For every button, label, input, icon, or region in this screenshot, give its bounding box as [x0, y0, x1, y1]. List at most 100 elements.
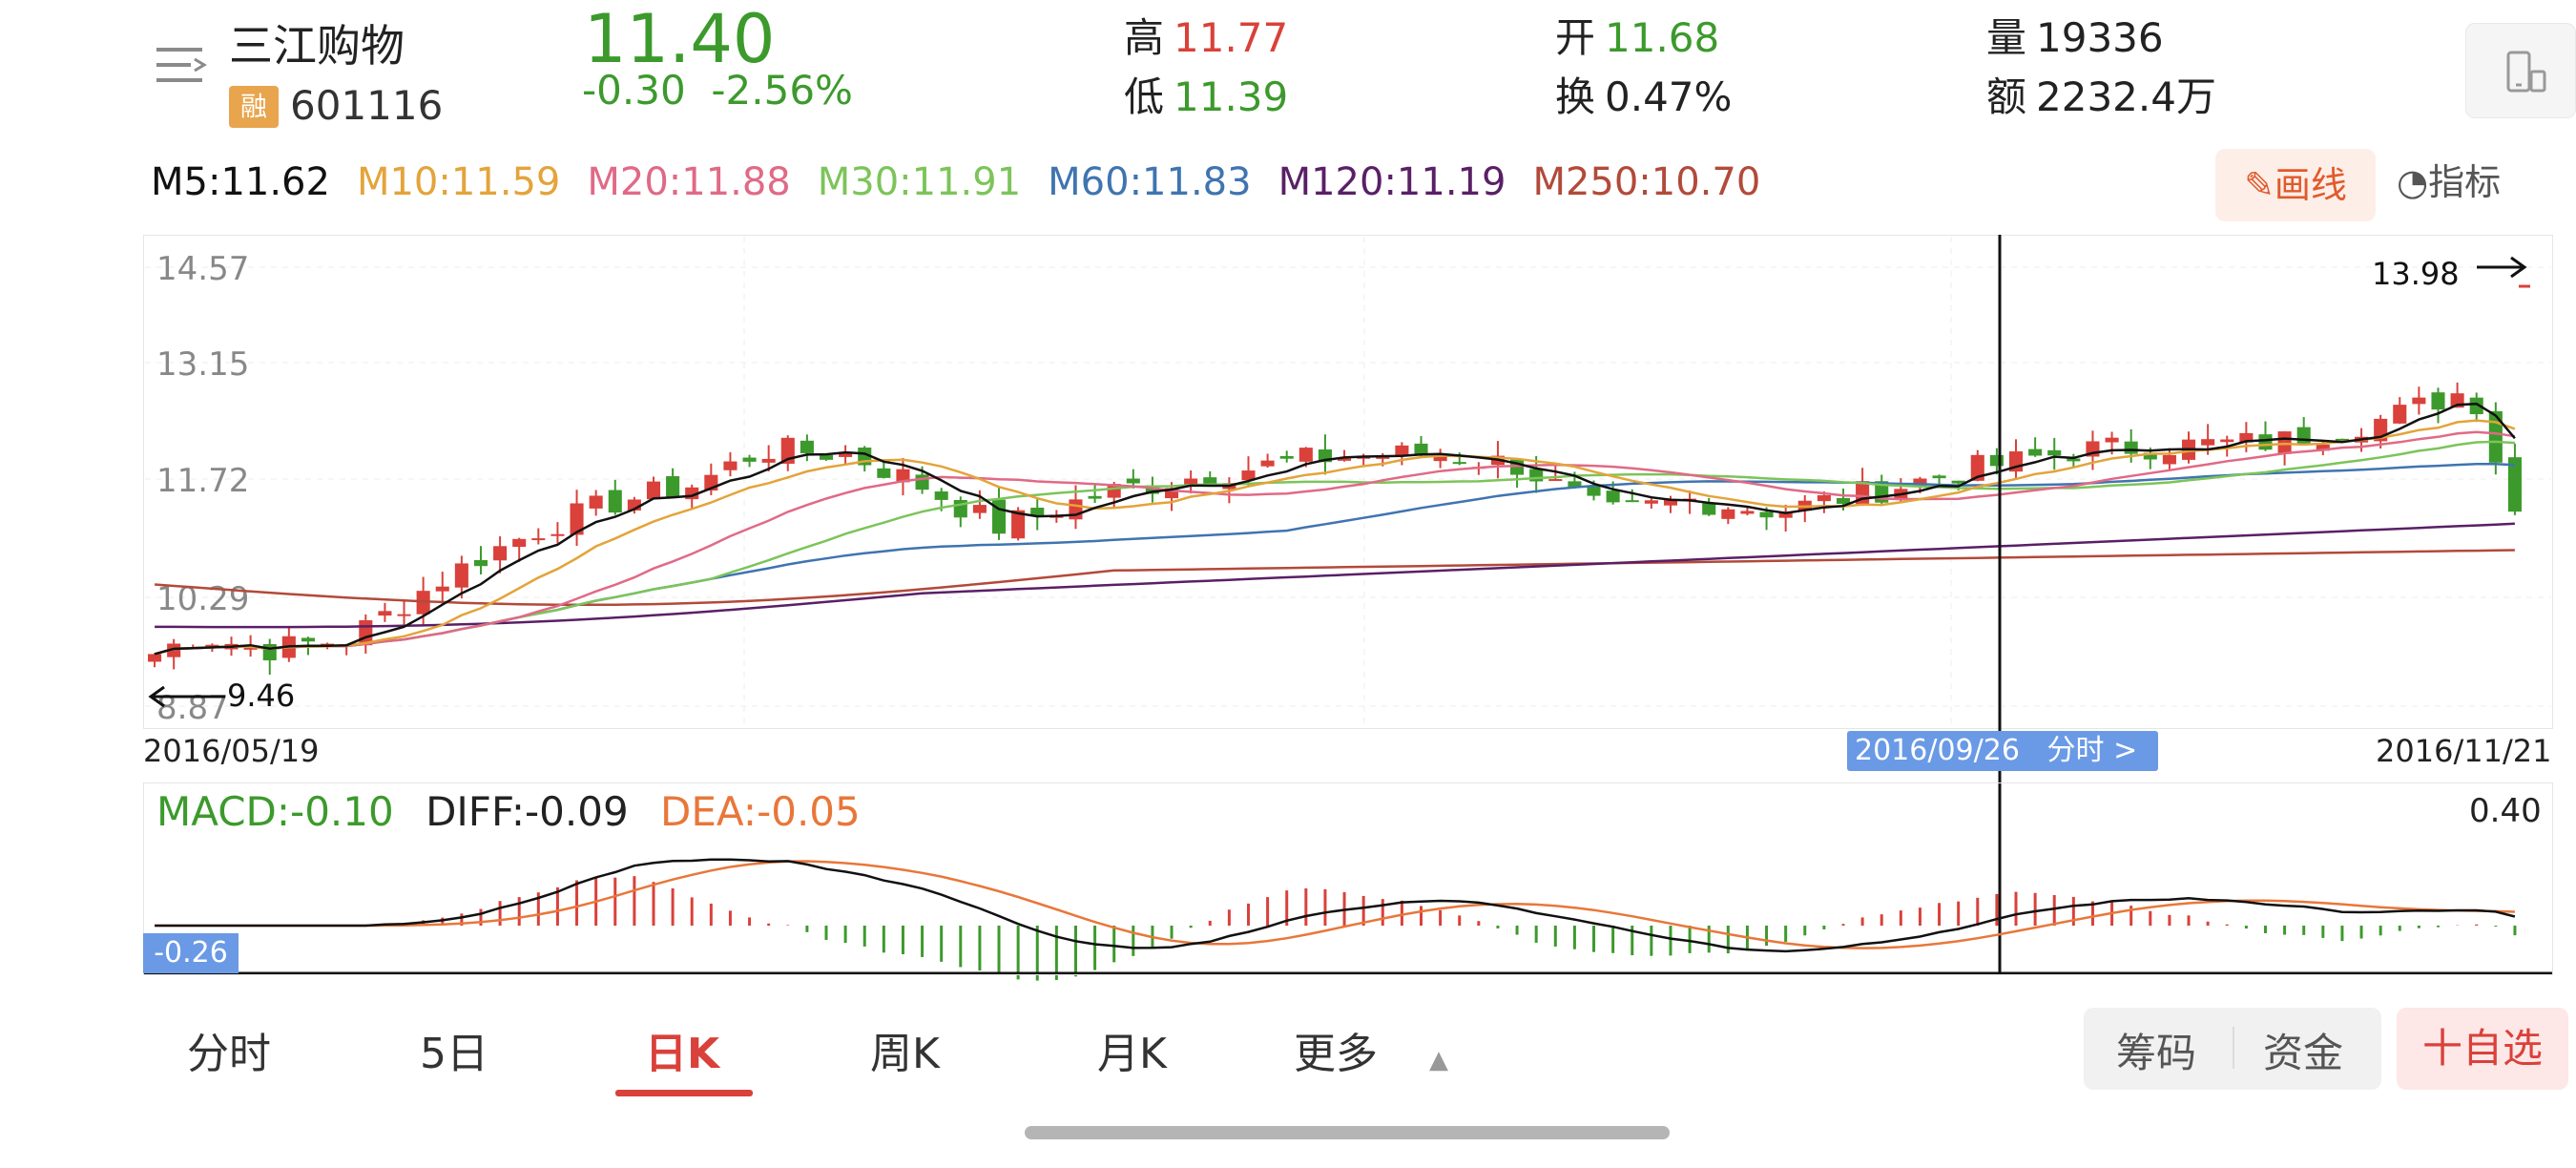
- candle-body: [1395, 445, 1409, 457]
- funds-button[interactable]: 资金: [2263, 1030, 2344, 1076]
- candle-body: [1778, 512, 1793, 518]
- segment-divider: [2233, 1027, 2234, 1069]
- candle-body: [742, 457, 757, 462]
- diff-line: [155, 858, 2516, 953]
- candle-body: [1817, 494, 1831, 502]
- candle-body: [2239, 432, 2254, 443]
- candle-body: [627, 499, 641, 511]
- candle-body: [1836, 497, 1851, 504]
- chips-button[interactable]: 筹码: [2116, 1030, 2197, 1076]
- diff-value: DIFF:-0.09: [426, 788, 629, 835]
- menu-icon[interactable]: [153, 42, 210, 90]
- phone-rotate-icon: [2506, 51, 2546, 93]
- candle-body: [2431, 392, 2445, 410]
- candle-body: [1740, 511, 1755, 514]
- macd-panel[interactable]: [143, 782, 2553, 975]
- candle-body: [1030, 508, 1045, 515]
- tab-intraday[interactable]: 分时: [187, 1030, 271, 1078]
- active-tab-indicator: [615, 1090, 753, 1096]
- candle-body: [1989, 454, 2004, 467]
- ma-legend-item: M10:11.59: [356, 160, 561, 204]
- ma20-line: [154, 430, 2516, 656]
- intraday-link[interactable]: 分时 >: [2046, 734, 2138, 767]
- candle-body: [148, 654, 162, 662]
- kline-chart-frame[interactable]: [143, 235, 2553, 729]
- candle-body: [2067, 458, 2081, 462]
- candle-body: [378, 611, 392, 616]
- y-tick-label: 14.57: [156, 250, 249, 288]
- stock-name: 三江购物: [229, 20, 405, 72]
- candle-body: [877, 468, 891, 478]
- ma-legend-item: M30:11.91: [817, 160, 1022, 204]
- date-start: 2016/05/19: [143, 733, 320, 769]
- candle-body: [1759, 511, 1774, 518]
- quote-low: 低 11.39: [1124, 73, 1289, 120]
- ma-legend-item: M5:11.62: [151, 160, 330, 204]
- pencil-icon: ✎: [2244, 164, 2275, 206]
- candle-body: [2469, 397, 2483, 415]
- candle-body: [1913, 478, 1927, 487]
- gauge-icon: ◔: [2397, 161, 2429, 203]
- add-favorite-button[interactable]: 十自选: [2397, 1008, 2568, 1090]
- draw-line-button[interactable]: ✎画线: [2215, 149, 2376, 221]
- candle-body: [1587, 486, 1601, 496]
- candle-body: [2201, 439, 2215, 446]
- candle-body: [1702, 503, 1716, 515]
- candle-body: [896, 469, 910, 483]
- ma-legend: M5:11.62 M10:11.59 M20:11.88 M30:11.91 M60:1…: [151, 160, 1787, 204]
- dea-line: [155, 860, 2515, 949]
- quote-high: 高 11.77: [1124, 14, 1289, 61]
- quote-amount: 额 2232.4万: [1986, 73, 2216, 120]
- tab-5day[interactable]: 5日: [420, 1030, 488, 1078]
- candle-body: [2258, 434, 2273, 450]
- ma-legend-item: M120:11.19: [1278, 160, 1506, 204]
- candle-body: [646, 481, 661, 500]
- candle-body: [301, 637, 315, 642]
- candle-body: [2220, 439, 2234, 443]
- ma-legend-item: M20:11.88: [587, 160, 791, 204]
- cursor-date-pill[interactable]: 2016/09/26 分时 >: [1847, 731, 2158, 771]
- tab-weekly-k[interactable]: 周K: [870, 1030, 940, 1078]
- candle-body: [1260, 460, 1275, 467]
- quote-open: 开 11.68: [1555, 14, 1720, 61]
- candle-body: [2105, 437, 2119, 443]
- candle-body: [2047, 449, 2062, 456]
- candle-body: [608, 490, 622, 513]
- ma5-line: [154, 402, 2516, 656]
- candle-body: [666, 476, 680, 498]
- candle-body: [205, 644, 219, 647]
- tab-more[interactable]: 更多 ▲: [1294, 1030, 1448, 1078]
- candle-body: [2393, 405, 2407, 424]
- y-tick-label: 11.72: [156, 462, 249, 500]
- cursor-date: 2016/09/26: [1855, 734, 2020, 767]
- candle-body: [1548, 479, 1563, 482]
- tab-monthly-k[interactable]: 月K: [1097, 1030, 1167, 1078]
- candle-body: [1452, 462, 1466, 465]
- tab-daily-k[interactable]: 日K: [645, 1030, 720, 1078]
- date-end: 2016/11/21: [2376, 733, 2552, 769]
- rotate-screen-button[interactable]: [2465, 23, 2576, 118]
- candle-body: [2124, 441, 2138, 454]
- candle-body: [243, 646, 258, 650]
- min-price-arrow: [148, 685, 225, 708]
- candle-body: [2162, 454, 2176, 465]
- candle-body: [1568, 481, 1582, 489]
- candle-body: [2488, 410, 2503, 463]
- candle-body: [1241, 470, 1256, 481]
- candle-body: [1298, 448, 1313, 462]
- candle-body: [2143, 452, 2157, 460]
- candle-body: [915, 474, 929, 490]
- current-price: 11.40: [584, 0, 776, 78]
- ma-legend-item: M250:10.70: [1532, 160, 1761, 204]
- candle-body: [2335, 438, 2349, 441]
- ma120-line: [155, 522, 2515, 629]
- indicator-button[interactable]: ◔指标: [2397, 161, 2502, 203]
- candle-body: [531, 538, 546, 541]
- macd-bottom-label: -0.26: [143, 933, 239, 973]
- candle-body: [1088, 495, 1102, 499]
- max-price-arrow: [2477, 256, 2527, 279]
- candle-body: [435, 586, 449, 592]
- max-price-label: 13.98: [2372, 256, 2460, 292]
- ma30-line: [154, 440, 2515, 656]
- candle-body: [262, 643, 277, 661]
